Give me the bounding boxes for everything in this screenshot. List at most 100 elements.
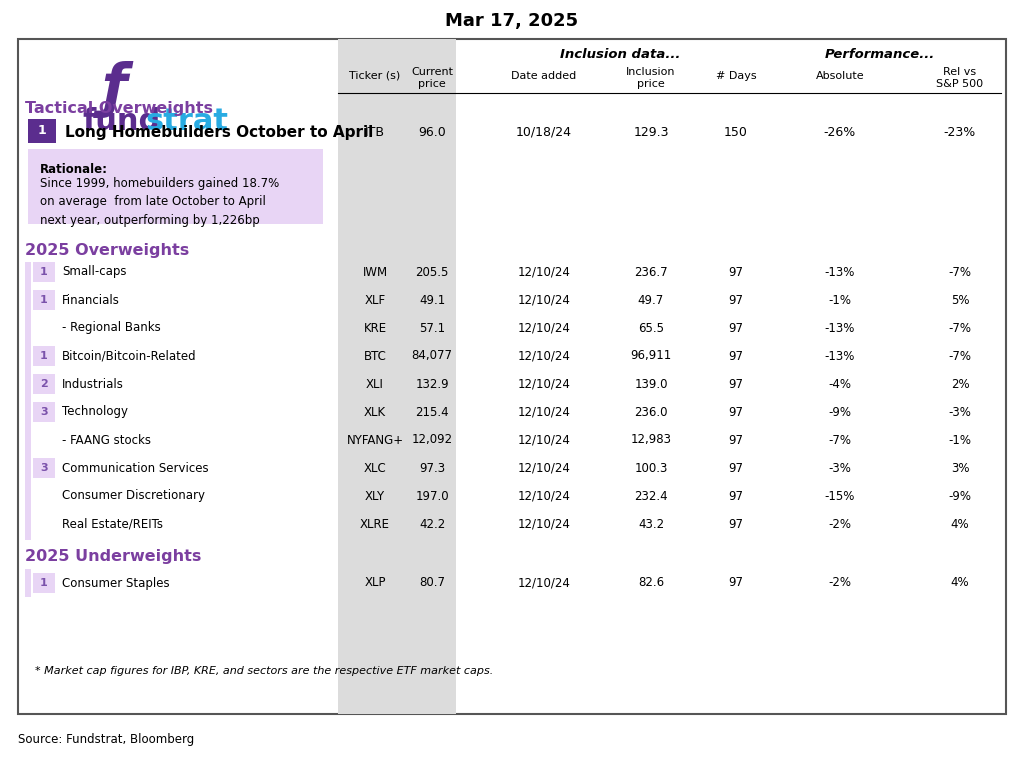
Text: 97: 97 <box>728 378 743 391</box>
Text: KRE: KRE <box>364 321 387 335</box>
Text: Inclusion data...: Inclusion data... <box>560 48 680 61</box>
Text: S&P 500: S&P 500 <box>936 79 984 89</box>
Bar <box>33 402 55 422</box>
Text: NYFANG+: NYFANG+ <box>346 434 403 447</box>
Text: 82.6: 82.6 <box>638 577 664 590</box>
Text: 132.9: 132.9 <box>415 378 449 391</box>
Text: 5%: 5% <box>950 294 970 307</box>
Text: -23%: -23% <box>944 125 976 138</box>
Text: 12/10/24: 12/10/24 <box>517 294 570 307</box>
Text: -4%: -4% <box>828 378 852 391</box>
Bar <box>25 262 31 540</box>
Text: 2%: 2% <box>950 378 970 391</box>
Text: -26%: -26% <box>824 125 856 138</box>
Text: -2%: -2% <box>828 577 852 590</box>
Text: 84,077: 84,077 <box>412 349 453 362</box>
Text: Mar 17, 2025: Mar 17, 2025 <box>445 12 579 30</box>
Bar <box>338 39 456 714</box>
Text: ƒ: ƒ <box>102 61 128 118</box>
Bar <box>33 290 55 310</box>
Text: XLC: XLC <box>364 461 386 474</box>
Text: -1%: -1% <box>828 294 852 307</box>
Text: Small-caps: Small-caps <box>62 265 127 278</box>
Text: 100.3: 100.3 <box>634 461 668 474</box>
Text: Current: Current <box>411 67 453 77</box>
Text: -1%: -1% <box>948 434 972 447</box>
Text: -7%: -7% <box>828 434 852 447</box>
Text: 97: 97 <box>728 265 743 278</box>
Text: 57.1: 57.1 <box>419 321 445 335</box>
Text: 65.5: 65.5 <box>638 321 664 335</box>
Text: 1: 1 <box>40 267 48 277</box>
Text: 129.3: 129.3 <box>633 125 669 138</box>
Text: -9%: -9% <box>948 490 972 502</box>
Text: Real Estate/REITs: Real Estate/REITs <box>62 518 163 531</box>
Text: -13%: -13% <box>824 349 855 362</box>
Text: Industrials: Industrials <box>62 378 124 391</box>
Text: 12/10/24: 12/10/24 <box>517 518 570 531</box>
Text: 197.0: 197.0 <box>415 490 449 502</box>
Text: XLK: XLK <box>364 405 386 418</box>
Text: 12/10/24: 12/10/24 <box>517 349 570 362</box>
Text: 12/10/24: 12/10/24 <box>517 461 570 474</box>
Text: IWM: IWM <box>362 265 387 278</box>
Text: 80.7: 80.7 <box>419 577 445 590</box>
Bar <box>28 149 323 224</box>
Text: -7%: -7% <box>948 321 972 335</box>
Text: -15%: -15% <box>824 490 855 502</box>
Text: Inclusion: Inclusion <box>627 67 676 77</box>
Text: 3%: 3% <box>950 461 970 474</box>
Text: 97: 97 <box>728 434 743 447</box>
Bar <box>33 458 55 478</box>
Bar <box>33 573 55 593</box>
Text: 215.4: 215.4 <box>415 405 449 418</box>
Text: -3%: -3% <box>948 405 972 418</box>
Text: 43.2: 43.2 <box>638 518 664 531</box>
Text: 150: 150 <box>724 125 748 138</box>
Text: 2: 2 <box>40 379 48 389</box>
Text: 97.3: 97.3 <box>419 461 445 474</box>
Text: Performance...: Performance... <box>825 48 935 61</box>
Text: XLY: XLY <box>365 490 385 502</box>
Text: Since 1999, homebuilders gained 18.7%
on average  from late October to April
nex: Since 1999, homebuilders gained 18.7% on… <box>40 177 280 227</box>
Text: * Market cap figures for IBP, KRE, and sectors are the respective ETF market cap: * Market cap figures for IBP, KRE, and s… <box>35 666 494 676</box>
Text: Financials: Financials <box>62 294 120 307</box>
Text: 97: 97 <box>728 518 743 531</box>
Text: 12/10/24: 12/10/24 <box>517 321 570 335</box>
Text: 12/10/24: 12/10/24 <box>517 490 570 502</box>
Text: 12/10/24: 12/10/24 <box>517 265 570 278</box>
Text: Consumer Staples: Consumer Staples <box>62 577 170 590</box>
Text: 42.2: 42.2 <box>419 518 445 531</box>
Text: 4%: 4% <box>950 577 970 590</box>
Text: price: price <box>418 79 445 89</box>
Text: -7%: -7% <box>948 265 972 278</box>
Text: -2%: -2% <box>828 518 852 531</box>
Text: 12/10/24: 12/10/24 <box>517 434 570 447</box>
Text: 3: 3 <box>40 407 48 417</box>
Text: -3%: -3% <box>828 461 851 474</box>
Text: -13%: -13% <box>824 265 855 278</box>
Text: ITB: ITB <box>365 125 385 138</box>
Bar <box>18 39 1006 714</box>
Bar <box>25 569 31 597</box>
Text: 139.0: 139.0 <box>634 378 668 391</box>
Text: 12/10/24: 12/10/24 <box>517 405 570 418</box>
Text: 12/10/24: 12/10/24 <box>517 378 570 391</box>
Text: 96.0: 96.0 <box>418 125 445 138</box>
Text: -7%: -7% <box>948 349 972 362</box>
Bar <box>28 119 56 143</box>
Text: Consumer Discretionary: Consumer Discretionary <box>62 490 205 502</box>
Text: 232.4: 232.4 <box>634 490 668 502</box>
Text: 12,983: 12,983 <box>631 434 672 447</box>
Text: 4%: 4% <box>950 518 970 531</box>
Text: 97: 97 <box>728 321 743 335</box>
Bar <box>33 346 55 366</box>
Text: 1: 1 <box>40 295 48 305</box>
Text: BTC: BTC <box>364 349 386 362</box>
Text: XLP: XLP <box>365 577 386 590</box>
Text: 97: 97 <box>728 294 743 307</box>
Text: Communication Services: Communication Services <box>62 461 209 474</box>
Text: 97: 97 <box>728 349 743 362</box>
Text: Rationale:: Rationale: <box>40 163 108 176</box>
Text: 96,911: 96,911 <box>631 349 672 362</box>
